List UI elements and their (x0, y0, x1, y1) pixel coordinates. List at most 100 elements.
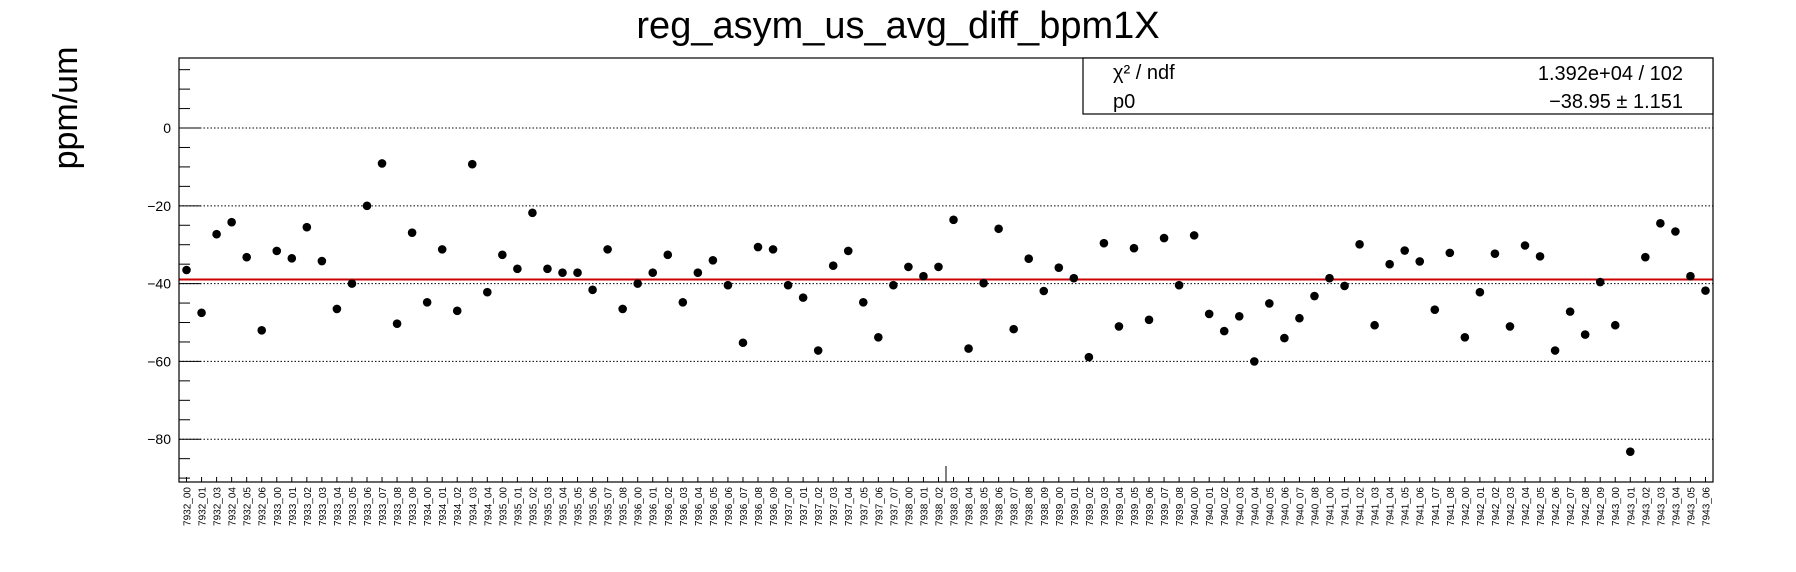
data-point (1024, 254, 1034, 264)
data-point (1595, 277, 1605, 287)
data-point (753, 242, 763, 252)
data-point (377, 159, 387, 168)
data-point (1475, 287, 1485, 297)
data-point (392, 319, 402, 328)
data-point (1129, 243, 1139, 253)
x-tick-label: 7940_05 (1265, 487, 1276, 526)
data-point (648, 268, 658, 278)
x-tick-label: 7935_00 (498, 487, 509, 526)
x-tick-label: 7935_05 (574, 487, 585, 526)
x-tick-label: 7937_07 (889, 487, 900, 526)
x-tick-label: 7943_00 (1611, 487, 1622, 526)
data-point (362, 201, 372, 211)
x-tick-label: 7940_01 (1205, 487, 1216, 526)
x-axis: 7932_00 7932_01 7932_03 7932_04 7932_05 7932_… (183, 466, 1712, 526)
data-point (979, 278, 988, 288)
x-tick-label: 7935_03 (543, 487, 554, 526)
x-tick-label: 7942_06 (1551, 487, 1562, 526)
x-tick-label: 7932_00 (183, 487, 194, 526)
x-tick-label: 7943_05 (1686, 487, 1697, 526)
data-point (1415, 257, 1425, 266)
data-point (347, 279, 357, 288)
x-tick-label: 7932_05 (243, 487, 254, 526)
data-point (212, 229, 221, 239)
data-point (332, 304, 342, 314)
x-tick-label: 7942_09 (1596, 487, 1607, 526)
data-point (708, 255, 718, 265)
data-point (1250, 357, 1259, 366)
data-point (1625, 447, 1635, 456)
data-point (573, 268, 582, 278)
x-tick-label: 7938_08 (1025, 487, 1036, 526)
data-point (618, 304, 627, 314)
x-tick-label: 7942_04 (1521, 487, 1532, 526)
x-tick-label: 7937_01 (799, 487, 810, 526)
data-point (678, 297, 688, 307)
x-tick-label: 7934_04 (483, 487, 494, 526)
data-point (1325, 273, 1334, 283)
x-tick-label: 7936_04 (694, 487, 705, 526)
x-tick-label: 7935_06 (589, 487, 600, 526)
x-tick-label: 7938_02 (934, 487, 945, 526)
x-tick-label: 7943_06 (1701, 487, 1712, 526)
x-tick-label: 7940_00 (1190, 487, 1201, 526)
x-tick-label: 7940_08 (1310, 487, 1321, 526)
x-tick-label: 7941_03 (1371, 487, 1382, 526)
data-point (904, 262, 913, 272)
data-point (1565, 307, 1575, 316)
x-tick-label: 7938_01 (919, 487, 930, 526)
data-point (1505, 322, 1515, 331)
x-tick-label: 7941_07 (1431, 487, 1442, 526)
data-point (1701, 286, 1710, 295)
data-point (1280, 333, 1289, 343)
data-point (302, 222, 312, 232)
data-point (543, 264, 552, 274)
x-tick-label: 7933_06 (363, 487, 374, 526)
x-tick-label: 7933_09 (408, 487, 419, 526)
y-tick-label: −80 (147, 431, 171, 447)
stats-chi2-value: 1.392e+04 / 102 (1538, 63, 1683, 85)
data-point (1204, 309, 1214, 319)
chart-title: reg_asym_us_avg_diff_bpm1X (636, 5, 1159, 47)
data-point (242, 252, 251, 262)
data-point (1445, 248, 1455, 258)
data-point (1189, 231, 1199, 240)
data-point (422, 297, 432, 307)
x-tick-label: 7933_03 (318, 487, 329, 526)
x-tick-label: 7943_03 (1656, 487, 1667, 526)
x-tick-label: 7935_08 (619, 487, 630, 526)
x-tick-label: 7937_03 (829, 487, 840, 526)
data-point (452, 306, 462, 316)
x-tick-label: 7933_02 (303, 487, 314, 526)
data-point (1686, 271, 1695, 281)
data-point (1490, 249, 1500, 258)
data-point (437, 245, 447, 254)
x-tick-label: 7936_01 (649, 487, 660, 526)
x-tick-label: 7939_04 (1115, 487, 1126, 526)
x-tick-label: 7940_06 (1280, 487, 1291, 526)
x-tick-label: 7936_09 (769, 487, 780, 526)
x-tick-label: 7940_02 (1220, 487, 1231, 526)
data-points (182, 159, 1710, 456)
y-tick-label: −20 (147, 198, 171, 214)
data-point (1580, 330, 1590, 339)
x-tick-label: 7938_00 (904, 487, 915, 526)
x-tick-label: 7935_07 (604, 487, 615, 526)
x-tick-label: 7934_00 (423, 487, 434, 526)
data-point (934, 262, 943, 272)
x-tick-label: 7941_00 (1326, 487, 1337, 526)
x-tick-label: 7935_01 (513, 487, 524, 526)
x-tick-label: 7939_01 (1070, 487, 1081, 526)
x-tick-label: 7938_06 (995, 487, 1006, 526)
x-tick-label: 7942_05 (1536, 487, 1547, 526)
x-tick-label: 7942_07 (1566, 487, 1577, 526)
data-point (1385, 259, 1394, 269)
x-tick-label: 7937_06 (874, 487, 885, 526)
x-tick-label: 7939_00 (1055, 487, 1066, 526)
stats-p0-value: −38.95 ± 1.151 (1549, 91, 1683, 113)
x-tick-label: 7942_08 (1581, 487, 1592, 526)
data-point (1069, 273, 1079, 283)
data-point (828, 261, 838, 271)
data-point (798, 293, 808, 302)
data-point (1370, 320, 1379, 330)
